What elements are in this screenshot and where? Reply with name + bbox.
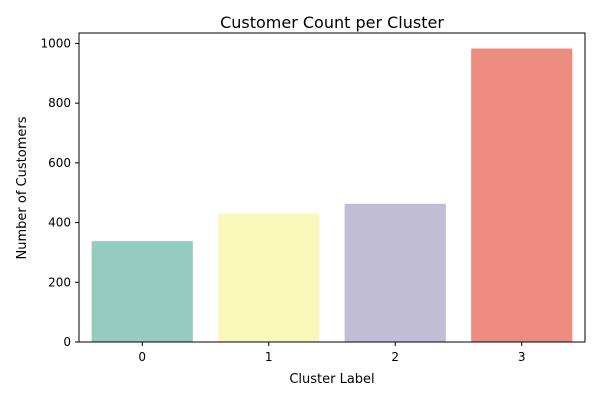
x-axis-ticks: 0 1 2 3 bbox=[138, 342, 526, 364]
bar-cluster-0 bbox=[91, 241, 193, 342]
x-tick-label: 2 bbox=[391, 350, 399, 364]
x-axis-label: Cluster Label bbox=[289, 372, 374, 387]
y-tick-label: 600 bbox=[48, 156, 71, 170]
bar-cluster-2 bbox=[344, 203, 446, 342]
x-tick-label: 0 bbox=[138, 350, 146, 364]
y-tick-label: 1000 bbox=[40, 36, 71, 50]
plot-frame bbox=[78, 32, 586, 343]
y-axis-label: Number of Customers bbox=[15, 116, 30, 259]
y-tick-label: 800 bbox=[48, 96, 71, 110]
y-tick-label: 400 bbox=[48, 216, 71, 230]
bars-group bbox=[91, 48, 573, 343]
x-tick-label: 1 bbox=[265, 350, 273, 364]
y-tick-label: 200 bbox=[48, 275, 71, 289]
x-tick-label: 3 bbox=[518, 350, 526, 364]
chart-title: Customer Count per Cluster bbox=[220, 13, 444, 32]
y-tick-label: 0 bbox=[63, 335, 71, 349]
bar-cluster-3 bbox=[471, 48, 573, 343]
y-axis-ticks: 0 200 400 600 800 1000 bbox=[40, 36, 79, 349]
bar-cluster-1 bbox=[218, 213, 320, 342]
